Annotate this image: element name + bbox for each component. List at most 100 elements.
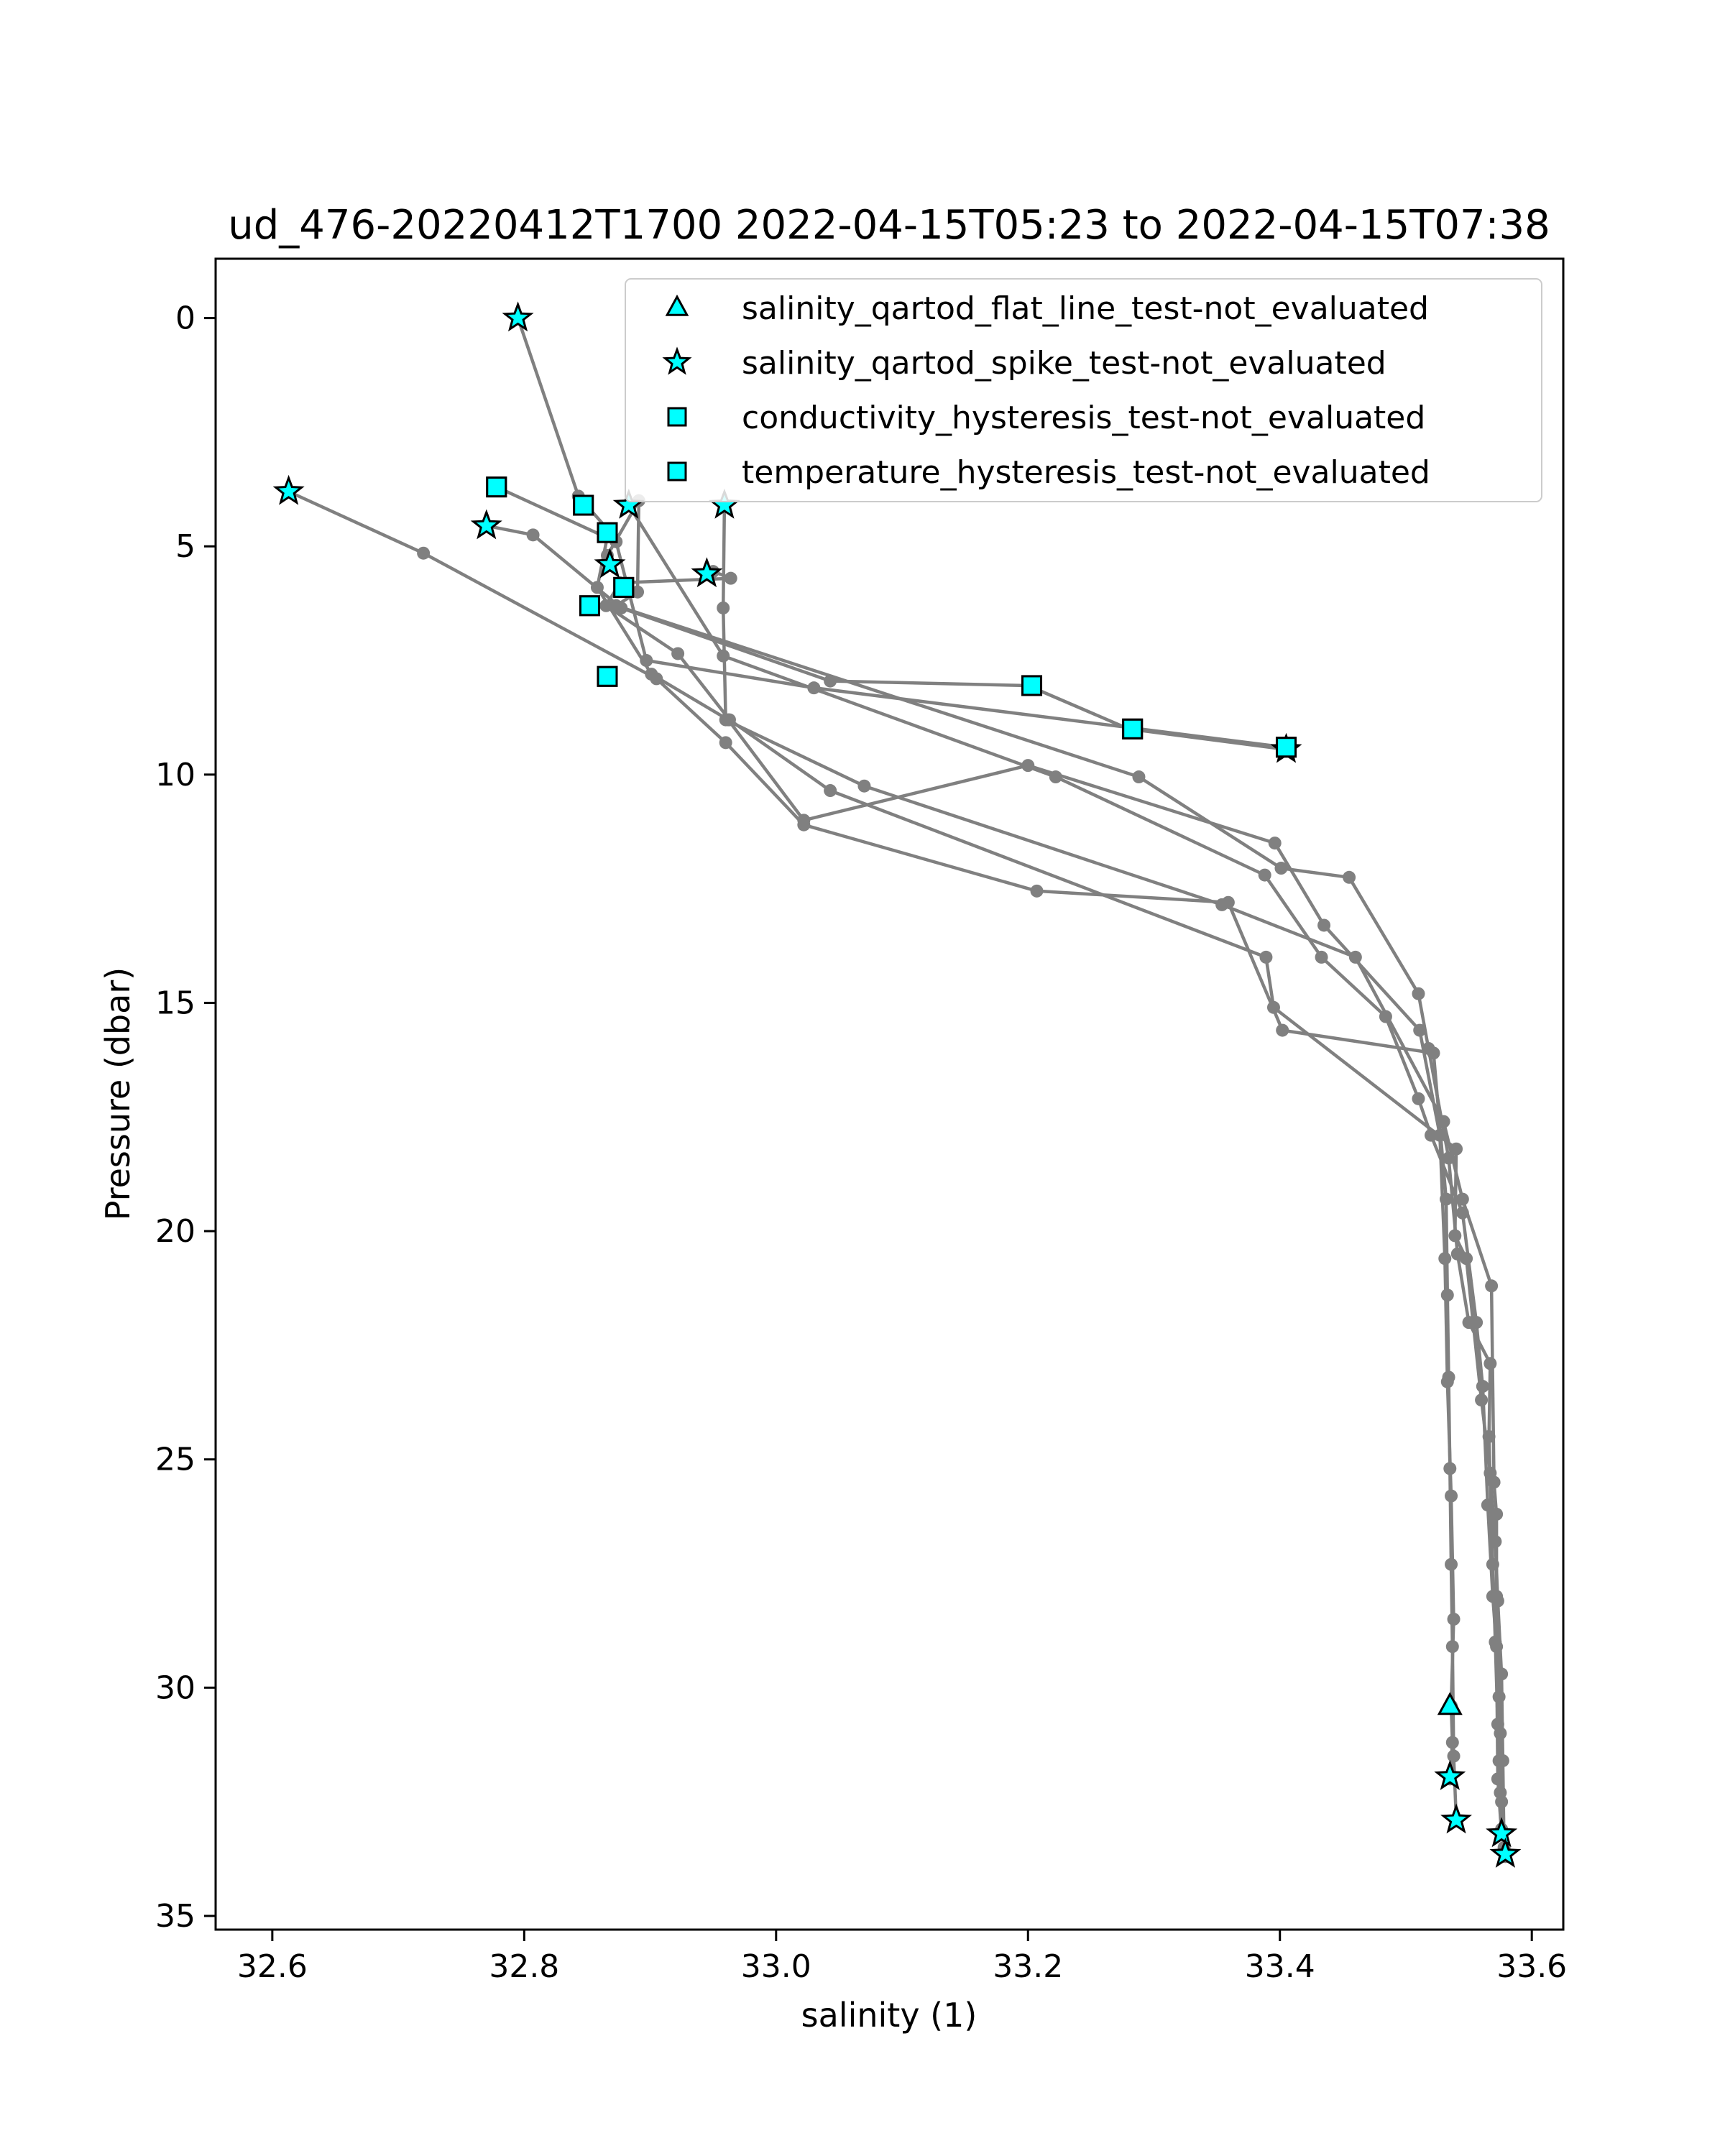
x-axis-ticks: 32.6 32.8 33.0 33.2 33.4 33.6 <box>237 1930 1567 1985</box>
square-flag-marker <box>613 576 635 598</box>
profile-point <box>1495 1795 1509 1809</box>
star-flag-marker <box>502 301 534 332</box>
profile-point <box>610 599 623 612</box>
legend-entry-label: temperature_hysteresis_test-not_evaluate… <box>742 454 1430 491</box>
profile-point <box>1450 1247 1464 1261</box>
x-tick-label: 33.6 <box>1496 1948 1567 1985</box>
plot-frame <box>214 257 1565 1931</box>
profile-point <box>1049 770 1062 784</box>
profile-point <box>631 585 645 599</box>
profile-line <box>606 499 1507 1855</box>
profile-point <box>1215 898 1229 911</box>
legend-triangle-marker <box>665 294 689 316</box>
y-tick-label: 10 <box>155 757 196 793</box>
profile-point <box>1422 1041 1435 1055</box>
square-flag-marker <box>1021 675 1043 696</box>
star-flag-marker <box>1440 1803 1473 1834</box>
legend-entry-label: salinity_qartod_flat_line_test-not_evalu… <box>742 290 1429 327</box>
profile-point <box>719 713 732 727</box>
triangle-flag-marker <box>1437 1692 1463 1715</box>
star-flag-marker <box>1486 1817 1518 1848</box>
profile-point <box>824 784 837 798</box>
square-flag-marker <box>597 522 618 543</box>
profile-point <box>1259 950 1273 964</box>
star-flag-marker <box>470 509 502 540</box>
profile-point <box>1348 950 1362 964</box>
chart-title: ud_476-20220412T1700 2022-04-15T05:23 to… <box>228 202 1550 249</box>
x-tick-label: 33.4 <box>1245 1948 1315 1985</box>
profile-point <box>1132 770 1146 784</box>
profile-point <box>1442 1370 1455 1384</box>
x-tick-label: 33.2 <box>993 1948 1063 1985</box>
profile-point <box>1266 1000 1280 1014</box>
x-tick-label: 32.8 <box>489 1948 559 1985</box>
star-flag-marker <box>1489 1837 1522 1868</box>
profile-point <box>1482 1429 1496 1443</box>
square-flag-marker <box>486 476 507 498</box>
profile-point <box>1443 1462 1457 1475</box>
profile-point <box>797 818 811 831</box>
profile-point <box>1379 1010 1392 1023</box>
y-tick-label: 25 <box>155 1442 196 1478</box>
profile-point <box>719 736 732 750</box>
y-tick-label: 20 <box>155 1213 196 1250</box>
profile-point <box>1462 1316 1476 1330</box>
profile-point <box>1450 1142 1463 1156</box>
y-tick-label: 35 <box>155 1898 196 1935</box>
profile-point <box>1440 1192 1453 1206</box>
profile-point <box>1491 1772 1504 1786</box>
profile-point <box>857 779 871 793</box>
square-flag-marker <box>597 665 618 687</box>
profile-point <box>671 647 685 660</box>
profile-point <box>417 546 431 560</box>
profile-point <box>1276 1023 1289 1037</box>
legend-entry-label: salinity_qartod_spike_test-not_evaluated <box>742 345 1386 382</box>
profile-point <box>1440 1289 1454 1302</box>
profile-point <box>1445 1557 1458 1571</box>
profile-point <box>650 672 663 686</box>
profile-point <box>1343 870 1356 884</box>
y-tick-label: 30 <box>155 1669 196 1706</box>
square-flag-marker <box>579 595 600 617</box>
star-flag-marker <box>691 557 723 588</box>
profile-point <box>1412 987 1425 1000</box>
profile-point <box>1445 1640 1459 1654</box>
profile-point <box>724 571 737 585</box>
x-tick-label: 32.6 <box>237 1948 308 1985</box>
square-flag-marker <box>1275 737 1297 758</box>
profile-point <box>1412 1092 1425 1105</box>
profile-point <box>1425 1128 1438 1142</box>
legend-box <box>625 278 1542 502</box>
profile-point <box>1258 868 1271 882</box>
legend-star-marker <box>662 346 692 375</box>
profile-point <box>1485 1279 1499 1293</box>
flag-markers <box>272 301 1522 1868</box>
profile-point <box>1274 862 1288 875</box>
profile-point <box>1447 1749 1460 1763</box>
profile-point <box>717 601 730 614</box>
profile-point <box>1486 1557 1499 1571</box>
profile-point <box>1476 1380 1489 1393</box>
profile-point <box>1438 1252 1452 1266</box>
y-tick-label: 0 <box>175 300 196 337</box>
profile-point <box>1030 884 1044 898</box>
legend-square-marker <box>667 461 687 482</box>
square-flag-marker <box>1122 718 1144 740</box>
y-tick-label: 5 <box>175 528 196 565</box>
legend-entry-label: conductivity_hysteresis_test-not_evaluat… <box>742 400 1425 436</box>
profile-point <box>1315 950 1328 964</box>
profile-point <box>1317 918 1331 932</box>
legend-square-marker <box>667 407 687 427</box>
profile-point <box>1491 1718 1504 1731</box>
y-tick-label: 15 <box>155 985 196 1021</box>
profile-point <box>717 649 730 663</box>
star-flag-marker <box>272 474 305 505</box>
profile-point <box>599 599 613 612</box>
profile-point <box>1268 837 1282 850</box>
profile-point <box>1475 1393 1489 1407</box>
square-flag-marker <box>573 494 594 516</box>
y-axis-label: Pressure (dbar) <box>98 967 137 1220</box>
profile-point <box>1492 1754 1506 1767</box>
star-flag-marker <box>1434 1759 1466 1790</box>
